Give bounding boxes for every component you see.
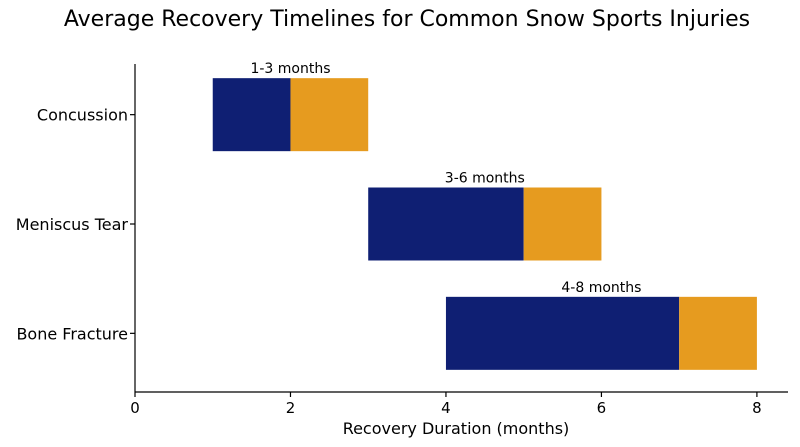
bar-data-label: 1-3 months (250, 61, 330, 77)
bar-segment-secondary (290, 78, 369, 152)
category-label: Bone Fracture (16, 324, 128, 343)
plot-area: 1-3 months 3-6 months 4-8 months (212, 61, 757, 370)
bar-segment-primary (212, 78, 291, 152)
bar-data-label: 3-6 months (445, 171, 525, 187)
bar-segment-secondary (679, 296, 757, 370)
x-axis-label: Recovery Duration (months) (343, 419, 570, 438)
bar-data-label: 4-8 months (561, 280, 641, 296)
chart-title: Average Recovery Timelines for Common Sn… (64, 7, 750, 32)
x-tick-label: 0 (130, 399, 140, 417)
x-tick-label: 6 (597, 399, 607, 417)
bar-segment-primary (368, 187, 524, 261)
x-tick-label: 2 (286, 399, 296, 417)
category-label: Meniscus Tear (16, 215, 129, 234)
bar-segment-secondary (523, 187, 602, 261)
category-label: Concussion (37, 106, 128, 125)
x-tick-label: 4 (441, 399, 451, 417)
bar-segment-primary (445, 296, 680, 370)
x-tick-label: 8 (752, 399, 762, 417)
